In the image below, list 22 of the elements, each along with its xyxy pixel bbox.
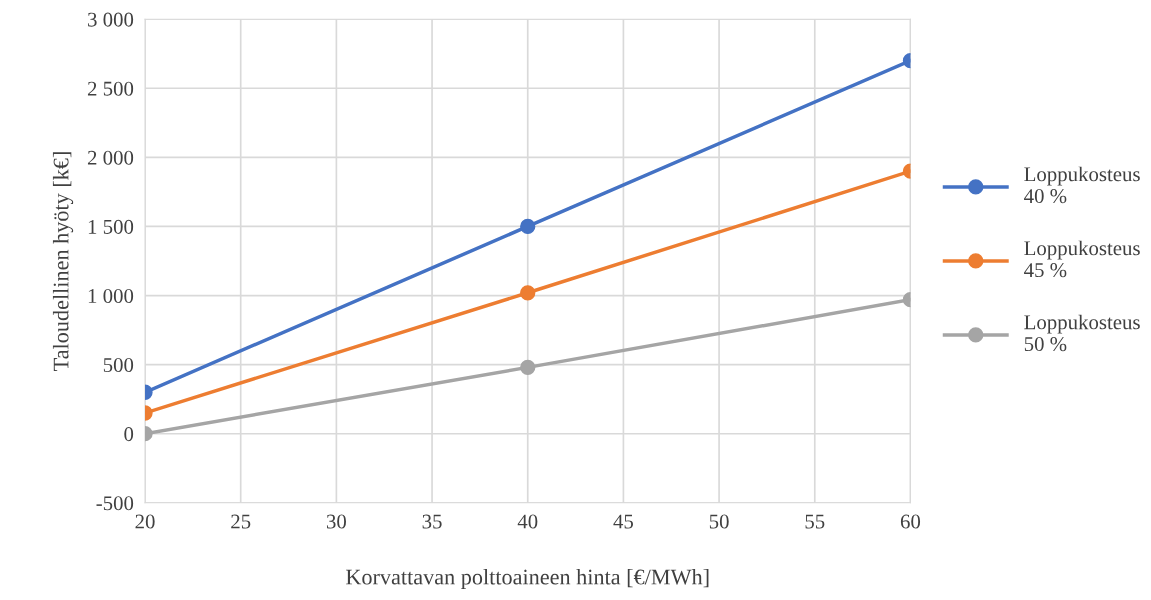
x-tick-label: 45: [613, 514, 634, 529]
y-tick-label: 0: [124, 427, 134, 442]
x-tick-label: 30: [326, 514, 346, 529]
x-tick-label: 60: [900, 514, 921, 529]
y-axis-title: Taloudellinen hyöty [k€]: [52, 152, 74, 371]
legend-label: Loppukosteus 45 %: [1024, 240, 1140, 278]
x-tick-label: 35: [422, 514, 442, 529]
x-tick-label: 50: [709, 514, 729, 529]
x-tick-label: 20: [135, 514, 155, 529]
y-tick-label: 1 500: [88, 219, 134, 234]
y-tick-label: 500: [103, 358, 134, 373]
y-tick-label: -500: [96, 496, 134, 511]
legend-label: Loppukosteus 50 %: [1024, 314, 1140, 352]
y-tick-label: 3 000: [88, 12, 134, 27]
x-tick-label: 25: [231, 514, 251, 529]
x-tick-label: 55: [805, 514, 825, 529]
y-tick-label: 2 500: [87, 81, 134, 96]
y-tick-label: 2 000: [87, 150, 134, 165]
x-tick-label: 40: [517, 514, 538, 529]
x-axis-title: Korvattavan polttoaineen hinta [€/MWh]: [346, 568, 709, 590]
legend-label: Loppukosteus 40 %: [1024, 166, 1140, 204]
y-tick-label: 1 000: [88, 288, 134, 303]
